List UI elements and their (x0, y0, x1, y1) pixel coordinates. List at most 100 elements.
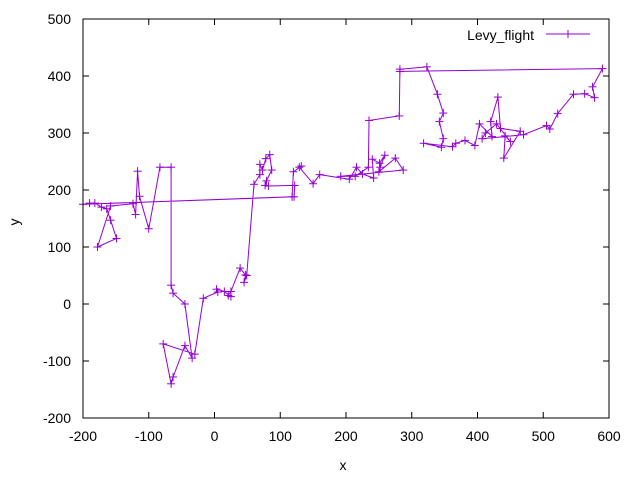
legend: Levy_flight (467, 27, 590, 43)
data-point (167, 163, 176, 172)
y-tick-label: -100 (43, 353, 71, 369)
data-point (133, 167, 142, 176)
data-point (265, 150, 274, 159)
data-point (167, 281, 176, 290)
data-point (598, 64, 607, 73)
series-levy-flight (79, 62, 607, 388)
data-point (542, 121, 551, 130)
data-point (569, 90, 578, 99)
data-point (190, 350, 199, 359)
data-point (439, 109, 448, 118)
data-point (128, 199, 137, 208)
data-point (249, 180, 258, 189)
data-point (288, 192, 297, 201)
data-point (486, 117, 495, 126)
data-point (448, 142, 457, 151)
data-point (315, 170, 324, 179)
data-point (242, 271, 251, 280)
data-point (506, 137, 515, 146)
data-point (376, 163, 385, 172)
data-point (351, 172, 360, 181)
data-point (380, 151, 389, 160)
data-point (297, 162, 306, 171)
data-point (180, 341, 189, 350)
data-point (261, 181, 270, 190)
data-point (97, 203, 106, 212)
y-tick-label: 0 (63, 296, 71, 312)
y-tick-label: 100 (48, 239, 72, 255)
x-tick-label: -100 (135, 428, 163, 444)
data-point (131, 210, 140, 219)
data-point (289, 167, 298, 176)
data-point (391, 154, 400, 163)
data-point (395, 67, 404, 76)
data-point (112, 234, 121, 243)
data-point (545, 125, 554, 134)
data-point (295, 163, 304, 172)
legend-marker-plus (564, 30, 572, 38)
data-point (262, 176, 271, 185)
series-layer (79, 62, 607, 388)
data-point (106, 201, 115, 210)
data-point (461, 136, 470, 145)
data-point (167, 379, 176, 388)
data-point (261, 154, 270, 163)
ticks-layer: -200 -100 0 100 200 300 400 500 600 -200 -100 0 100 2… (43, 11, 621, 444)
data-point (169, 372, 178, 381)
data-point (144, 224, 153, 233)
data-point (358, 170, 367, 179)
x-tick-label: -200 (69, 428, 97, 444)
data-point (433, 90, 442, 99)
data-point (180, 300, 189, 308)
data-point (492, 119, 501, 128)
data-point (419, 139, 428, 148)
x-tick-label: 100 (269, 428, 293, 444)
data-point (255, 160, 264, 169)
data-point (169, 289, 178, 298)
data-point (475, 119, 484, 128)
x-tick-label: 200 (334, 428, 358, 444)
data-point (470, 141, 479, 150)
legend-label: Levy_flight (467, 27, 534, 43)
data-point (451, 139, 460, 148)
data-point (481, 129, 490, 137)
data-point (374, 167, 383, 176)
data-point (93, 243, 102, 251)
data-point (487, 132, 496, 141)
data-point (90, 199, 99, 208)
data-point (309, 179, 318, 188)
data-point (422, 62, 431, 71)
data-point (364, 163, 373, 172)
y-tick-label: 200 (48, 182, 72, 198)
data-point (290, 181, 299, 190)
data-point (399, 166, 408, 175)
data-point (267, 166, 276, 175)
y-tick-label: 400 (48, 68, 72, 84)
data-point (336, 172, 345, 181)
data-point (258, 166, 267, 175)
data-point (590, 93, 599, 102)
data-point (437, 143, 446, 152)
series-line (82, 66, 603, 385)
data-point (439, 134, 448, 143)
data-point (516, 127, 525, 136)
x-axis-label: x (340, 457, 347, 473)
x-tick-label: 0 (211, 428, 219, 444)
data-point (255, 170, 264, 179)
data-point (240, 278, 249, 287)
data-point (159, 339, 168, 348)
y-tick-label: 300 (48, 125, 72, 141)
data-point (226, 287, 235, 296)
data-point (395, 111, 404, 120)
data-point (264, 182, 273, 191)
x-tick-label: 600 (597, 428, 621, 444)
data-point (496, 124, 505, 133)
data-point (352, 163, 361, 172)
data-point (199, 294, 208, 303)
data-point (580, 89, 589, 98)
data-point (345, 175, 354, 184)
y-tick-label: 500 (48, 11, 72, 27)
data-point (236, 264, 245, 273)
